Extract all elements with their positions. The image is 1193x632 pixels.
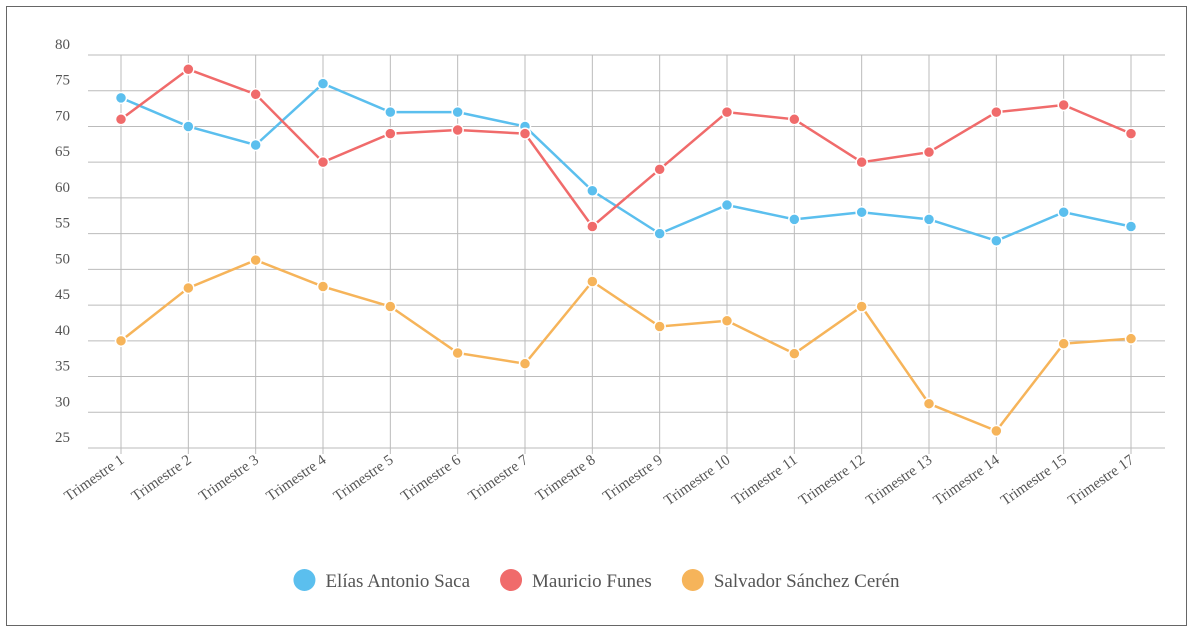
data-point — [114, 113, 128, 126]
x-tick-label: Trimestre 2 — [129, 452, 195, 505]
x-tick-label: Trimestre 4 — [264, 452, 330, 505]
data-point — [316, 280, 330, 293]
x-tick-label: Trimestre 12 — [796, 452, 868, 509]
y-tick-label: 40 — [55, 323, 70, 339]
data-point — [182, 120, 195, 133]
x-tick-label: Trimestre 7 — [466, 452, 532, 505]
data-point — [249, 138, 262, 152]
x-tick-label: Trimestre 6 — [398, 452, 464, 505]
data-point — [586, 184, 599, 198]
data-point — [182, 63, 195, 76]
data-point — [990, 424, 1003, 438]
data-point — [1057, 337, 1070, 350]
data-point — [788, 347, 801, 360]
data-point — [451, 105, 464, 119]
data-point — [384, 105, 397, 119]
data-point — [451, 346, 464, 360]
y-tick-label: 65 — [55, 144, 70, 160]
legend-label: Elías Antonio Saca — [325, 571, 470, 592]
y-tick-label: 45 — [55, 287, 70, 303]
data-point — [653, 320, 666, 333]
data-point — [518, 127, 532, 140]
data-point — [182, 281, 195, 295]
data-point — [518, 357, 532, 370]
data-point — [720, 198, 734, 212]
data-point — [114, 334, 128, 348]
series-line — [120, 67, 1132, 229]
data-point — [653, 163, 666, 176]
x-tick-label: Trimestre 3 — [196, 452, 262, 505]
frame — [6, 6, 1187, 626]
data-point — [922, 145, 936, 159]
data-point — [788, 113, 801, 126]
x-tick-label: Trimestre 15 — [998, 452, 1070, 509]
x-tick-label: Trimestre 1 — [62, 452, 128, 505]
legend-marker — [293, 569, 316, 591]
data-point — [720, 105, 734, 119]
data-point — [586, 275, 599, 288]
data-point — [384, 300, 397, 313]
legend-label: Mauricio Funes — [532, 571, 652, 592]
y-tick-label: 80 — [55, 37, 70, 53]
data-point — [316, 77, 330, 90]
legend-label: Salvador Sánchez Cerén — [714, 571, 900, 592]
x-tick-label: Trimestre 8 — [533, 452, 599, 505]
x-tick-label: Trimestre 13 — [863, 452, 935, 509]
data-point — [451, 123, 464, 137]
data-point — [1124, 332, 1138, 345]
data-point — [316, 155, 330, 169]
y-tick-label: 50 — [55, 251, 70, 267]
data-point — [114, 91, 128, 105]
data-point — [1057, 98, 1070, 112]
data-point — [922, 397, 936, 410]
y-tick-label: 70 — [55, 108, 70, 124]
data-point — [720, 314, 734, 328]
data-point — [249, 253, 262, 267]
y-tick-label: 35 — [55, 359, 70, 375]
data-point — [1057, 205, 1070, 219]
y-tick-label: 55 — [55, 216, 70, 232]
y-tick-label: 30 — [55, 394, 70, 410]
data-point — [855, 300, 868, 313]
x-tick-label: Trimestre 17 — [1065, 452, 1137, 509]
data-point — [788, 213, 801, 226]
x-tick-label: Trimestre 11 — [729, 452, 800, 509]
data-point — [990, 105, 1003, 119]
data-point — [1124, 127, 1138, 140]
x-tick-label: Trimestre 14 — [931, 452, 1003, 509]
data-point — [653, 227, 666, 240]
data-point — [586, 220, 599, 233]
data-point — [1124, 220, 1138, 233]
data-point — [855, 155, 868, 169]
legend-marker — [681, 569, 704, 591]
data-point — [249, 88, 262, 101]
y-tick-label: 25 — [55, 430, 70, 446]
data-point — [990, 234, 1003, 248]
y-tick-label: 75 — [55, 73, 70, 89]
series-line — [120, 82, 1132, 243]
y-tick-label: 60 — [55, 180, 70, 196]
data-point — [384, 127, 397, 140]
legend-marker — [500, 569, 523, 591]
x-tick-label: Trimestre 10 — [661, 452, 733, 509]
x-tick-label: Trimestre 5 — [331, 452, 397, 505]
data-point — [922, 213, 936, 226]
data-point — [855, 205, 868, 219]
x-tick-label: Trimestre 9 — [600, 452, 666, 505]
series-line — [120, 258, 1132, 433]
